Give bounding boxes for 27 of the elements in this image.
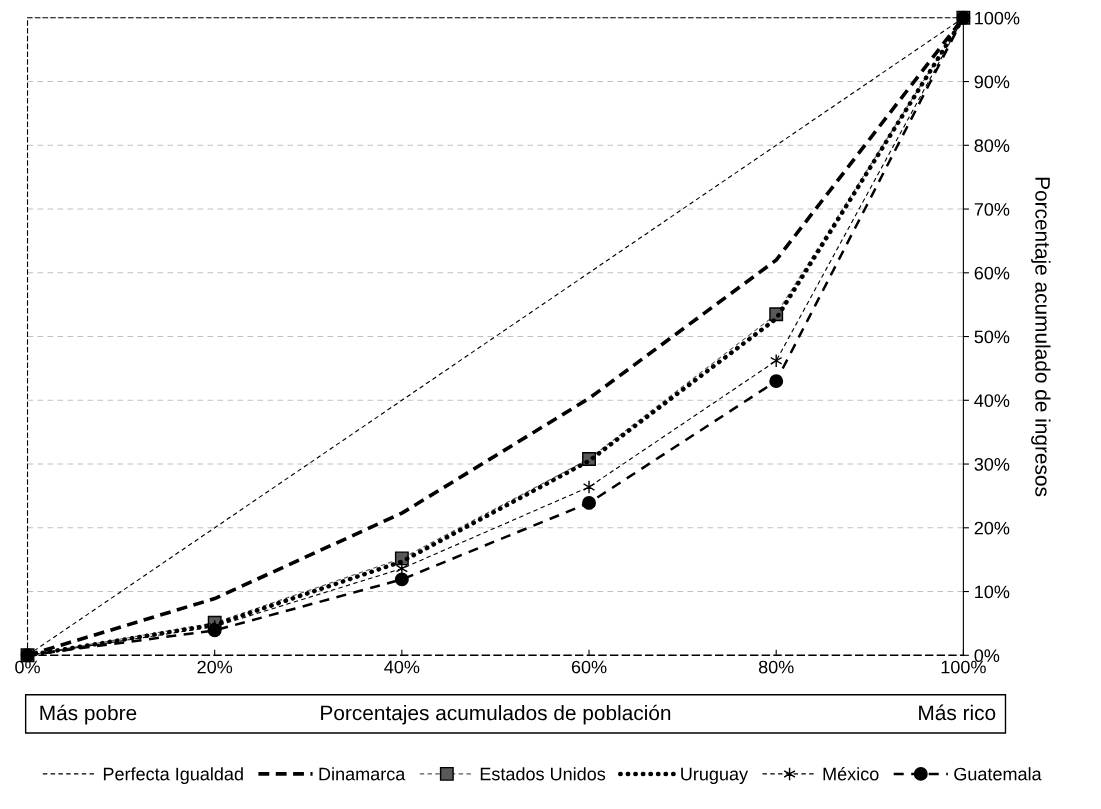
legend-label: México [823,766,879,781]
text: Más rico [919,704,996,721]
legend-label: Estados Unidos [480,767,606,781]
y-tick-label: 30% [974,457,1010,471]
legend-label: Uruguay [681,767,749,784]
y-tick-label: 20% [974,521,1010,535]
legend-label: Guatemala [954,767,1042,781]
x-tick-label: 100% [941,660,986,674]
y-tick-label: 60% [974,266,1010,280]
x-tick-label: 0% [15,660,40,674]
y-tick-label: 40% [974,394,1010,408]
y-tick-label: 10% [975,585,1010,599]
x-tick-label: 60% [571,660,607,674]
y-tick-label: 0% [974,649,1000,663]
legend-label: Dinamarca [319,767,406,781]
y-tick-label: 50% [974,330,1010,344]
x-tick-label: 20% [197,660,233,674]
y-tick-label: 80% [974,139,1010,153]
x-tick-label: 80% [758,660,794,674]
text: Más pobre [40,704,137,725]
x-axis-title: Porcentajes acumulados de población [321,704,671,725]
y-tick-label: 90% [974,75,1010,89]
x-tick-label: 40% [384,660,420,674]
legend-label: Perfecta Igualdad [103,767,243,784]
y-tick-label: 70% [974,202,1010,216]
y-tick-label: 100% [975,11,1020,25]
y-axis-title: Porcentaje acumulado de ingresos [1031,177,1051,497]
